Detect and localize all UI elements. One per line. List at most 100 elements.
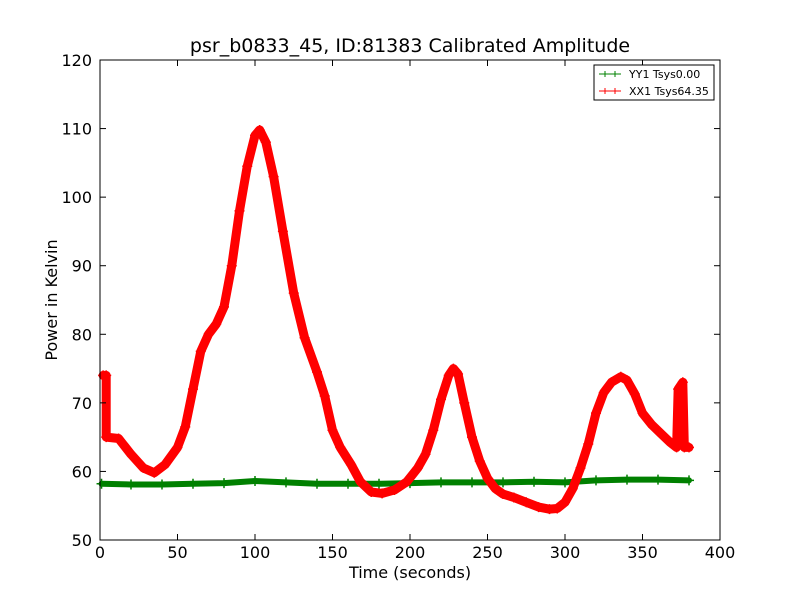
data-point — [401, 476, 412, 487]
data-point — [490, 483, 501, 494]
data-point — [268, 171, 279, 182]
data-point — [219, 301, 229, 312]
data-point — [684, 475, 694, 486]
data-point — [615, 371, 626, 382]
data-point — [560, 477, 570, 488]
data-point — [591, 475, 601, 486]
legend-marker — [604, 88, 616, 94]
y-tick-label: 50 — [72, 531, 92, 550]
data-point — [482, 473, 493, 484]
data-point — [606, 377, 617, 388]
series-1 — [98, 124, 694, 515]
x-tick-label: 100 — [240, 543, 271, 562]
data-point — [281, 477, 291, 488]
data-point — [343, 478, 353, 489]
data-point — [226, 260, 237, 271]
data-point — [420, 449, 431, 460]
axes: 0 50 100 150 200 250 300 350 4005060708090100110… — [61, 51, 735, 562]
data-point — [673, 384, 684, 395]
data-point — [453, 369, 464, 380]
data-point — [448, 363, 459, 374]
data-point — [467, 477, 477, 488]
data-point — [160, 459, 171, 470]
data-point — [277, 226, 288, 237]
legend-box — [593, 64, 715, 101]
data-point — [508, 492, 519, 503]
data-point — [498, 477, 508, 488]
legend-label: YY1 Tsys0.00 — [628, 68, 700, 81]
x-tick-label: 150 — [317, 543, 348, 562]
data-point — [327, 425, 338, 436]
data-point — [583, 439, 594, 449]
data-point — [412, 463, 423, 473]
data-point — [629, 388, 640, 399]
data-point — [653, 474, 663, 485]
data-point — [211, 319, 222, 329]
data-point — [459, 397, 470, 408]
data-point — [219, 478, 229, 489]
plot-content — [96, 124, 694, 515]
data-point — [96, 478, 107, 489]
data-point — [575, 463, 586, 473]
x-tick-label: 200 — [395, 543, 426, 562]
data-point — [560, 497, 570, 508]
data-point — [646, 419, 657, 430]
data-point — [346, 459, 357, 470]
data-point — [443, 370, 454, 381]
data-point — [101, 432, 112, 443]
data-point — [436, 477, 446, 488]
data-point — [474, 456, 485, 467]
x-tick-label: 250 — [472, 543, 503, 562]
y-axis-label: Power in Kelvin — [42, 239, 61, 360]
y-tick-label: 120 — [61, 51, 92, 70]
data-point — [234, 205, 245, 216]
x-tick-label: 400 — [705, 543, 736, 562]
data-point — [366, 487, 377, 497]
legend-marker — [604, 71, 616, 77]
series-line-1 — [98, 125, 694, 514]
data-point — [188, 478, 198, 489]
data-point — [622, 375, 632, 386]
y-tick-label: 70 — [72, 394, 92, 413]
data-point — [355, 476, 366, 487]
data-point — [250, 476, 260, 487]
series-0 — [96, 474, 694, 490]
plot-frame — [99, 59, 721, 541]
x-tick-label: 0 — [95, 543, 105, 562]
x-axis-label: Time (seconds) — [348, 563, 471, 582]
data-point — [113, 433, 124, 444]
data-point — [436, 394, 446, 405]
data-point — [149, 467, 160, 478]
data-point — [203, 329, 214, 340]
series-line-0 — [98, 476, 692, 488]
data-point — [377, 488, 388, 499]
data-point — [428, 425, 439, 436]
x-tick-label: 300 — [550, 543, 581, 562]
y-tick-label: 60 — [72, 462, 92, 481]
data-point — [195, 346, 206, 357]
data-point — [288, 288, 299, 299]
data-point — [312, 367, 322, 377]
data-point — [598, 387, 609, 398]
data-point — [591, 408, 601, 419]
legend-label: XX1 Tsys64.35 — [629, 85, 709, 98]
data-point — [389, 484, 400, 495]
data-point — [677, 377, 688, 388]
data-point — [637, 408, 648, 419]
data-point — [374, 478, 384, 489]
x-tick-label: 350 — [627, 543, 658, 562]
data-point — [467, 432, 477, 443]
data-point — [319, 391, 330, 401]
x-tick-label: 50 — [167, 543, 187, 562]
data-point — [533, 502, 544, 513]
chart-title: psr_b0833_45, ID:81383 Calibrated Amplit… — [190, 35, 630, 57]
data-point — [126, 449, 136, 460]
data-point — [529, 476, 539, 487]
data-point — [250, 130, 260, 141]
data-point — [684, 442, 694, 453]
data-point — [656, 428, 667, 439]
data-point — [254, 124, 265, 135]
data-point — [260, 137, 271, 148]
data-point — [180, 421, 191, 432]
y-tick-label: 80 — [72, 325, 92, 344]
